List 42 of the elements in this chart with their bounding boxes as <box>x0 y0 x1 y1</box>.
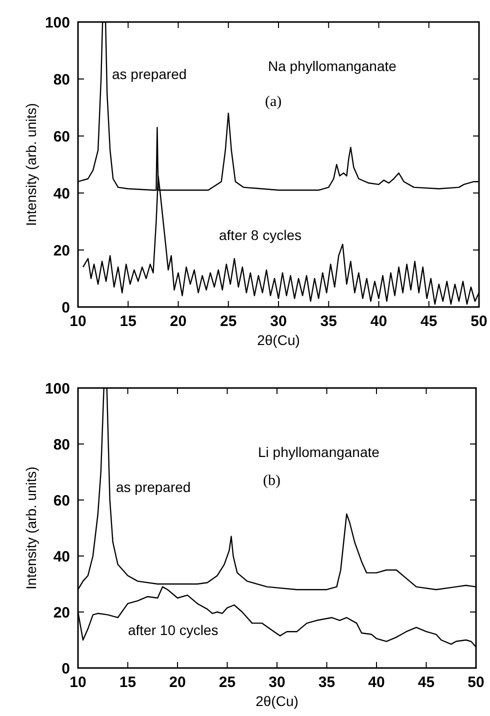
annotation: Li phyllomanganate <box>258 444 380 460</box>
x-axis-title: 2θ(Cu) <box>257 332 300 348</box>
series-label: as prepared <box>112 66 187 82</box>
x-tick-label: 45 <box>418 674 435 691</box>
y-axis-title: Intensity (arb. units) <box>23 466 39 590</box>
x-tick-label: 35 <box>320 313 337 330</box>
x-tick-label: 25 <box>220 313 237 330</box>
y-tick-label: 40 <box>53 185 70 202</box>
x-axis-title: 2θ(Cu) <box>256 693 298 709</box>
y-tick-label: 100 <box>44 380 70 398</box>
series-label: as prepared <box>116 479 191 495</box>
y-tick-label: 100 <box>44 14 70 32</box>
y-tick-label: 20 <box>53 604 70 622</box>
x-tick-label: 15 <box>119 674 136 691</box>
y-tick-label: 80 <box>53 71 70 88</box>
y-tick-label: 0 <box>62 299 70 316</box>
y-tick-label: 60 <box>53 492 70 510</box>
y-axis-title: Intensity (arb. units) <box>23 103 39 226</box>
x-tick-label: 40 <box>368 674 385 691</box>
series-label: after 8 cycles <box>219 227 302 243</box>
x-tick-label: 45 <box>420 313 438 330</box>
y-tick-label: 20 <box>53 242 70 260</box>
x-tick-label: 50 <box>470 313 488 330</box>
x-tick-label: 50 <box>468 674 484 691</box>
y-tick-label: 0 <box>62 660 70 678</box>
annotation: (b) <box>263 473 280 489</box>
annotation: (a) <box>265 94 282 110</box>
annotation: Na phyllomanganate <box>268 58 397 74</box>
y-tick-label: 60 <box>53 128 70 146</box>
x-tick-label: 25 <box>218 674 236 691</box>
x-tick-label: 30 <box>270 313 287 330</box>
x-tick-label: 20 <box>169 674 186 691</box>
x-tick-label: 20 <box>170 313 187 330</box>
x-tick-label: 15 <box>120 313 136 330</box>
x-tick-label: 10 <box>70 674 86 691</box>
x-tick-label: 10 <box>70 313 86 330</box>
series-label: after 10 cycles <box>128 622 218 638</box>
x-tick-label: 40 <box>370 313 388 330</box>
y-tick-label: 40 <box>53 548 70 566</box>
x-tick-label: 35 <box>318 674 336 691</box>
x-tick-label: 30 <box>268 674 286 691</box>
y-tick-label: 80 <box>53 436 70 454</box>
